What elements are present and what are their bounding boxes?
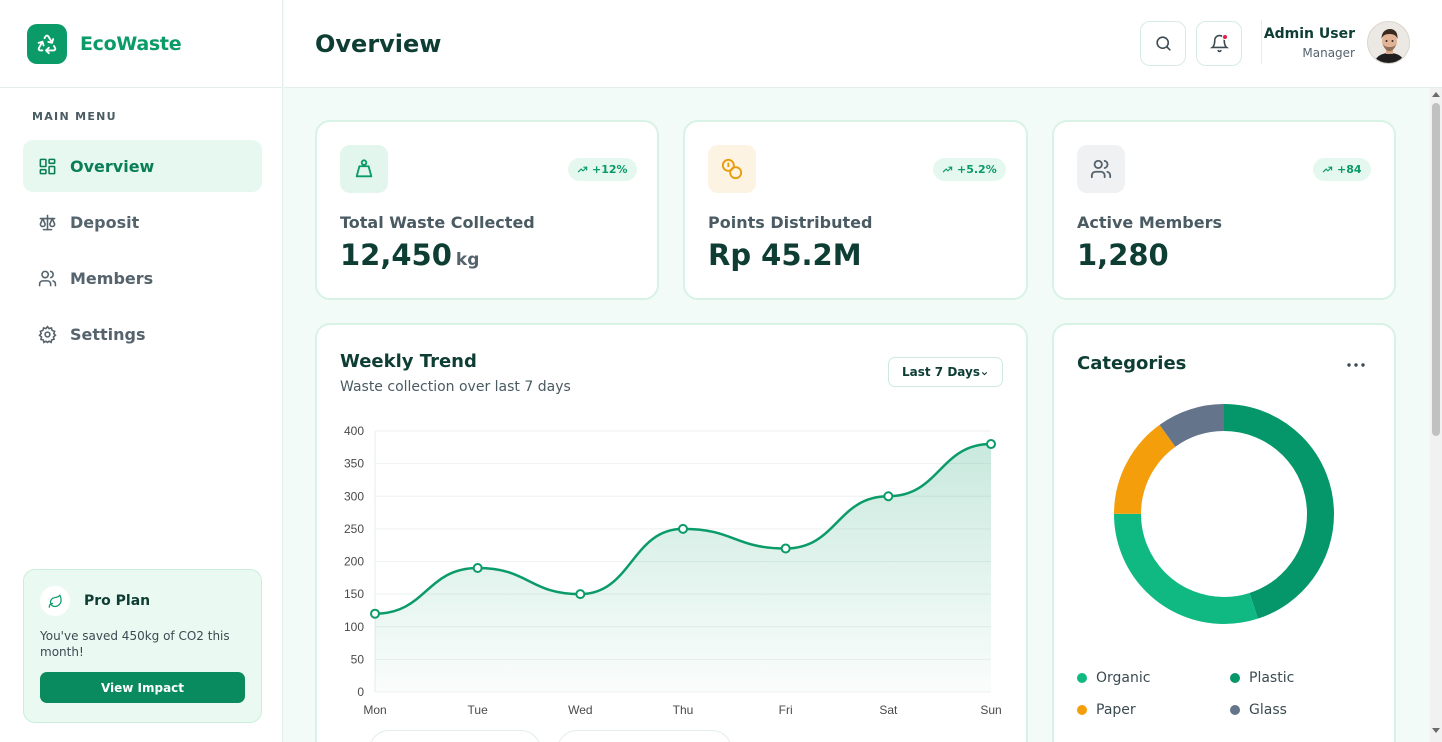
user-role: Manager: [1302, 46, 1355, 60]
x-tick-label: Mon: [363, 703, 386, 717]
data-point: [575, 589, 586, 600]
x-tick-label: Sat: [879, 703, 898, 717]
sidebar-item-deposit[interactable]: Deposit: [23, 196, 262, 248]
weight-bag-icon: [340, 145, 388, 193]
coins-icon: [708, 145, 756, 193]
scroll-up-arrow[interactable]: [1432, 92, 1440, 97]
scroll-down-arrow[interactable]: [1432, 728, 1440, 733]
donut-slice-glass: [1114, 404, 1334, 624]
trend-badge: +12%: [568, 158, 637, 181]
search-icon: [1155, 36, 1171, 51]
users-icon: [1077, 145, 1125, 193]
sidebar-item-label: Overview: [70, 156, 155, 176]
sidebar-item-label: Deposit: [70, 212, 140, 232]
data-point: [780, 543, 791, 554]
x-tick-label: Wed: [568, 703, 592, 717]
pro-plan-text: You've saved 450kg of CO2 this month!: [40, 629, 230, 659]
sidebar-item-overview[interactable]: Overview: [23, 140, 262, 192]
avatar[interactable]: [1367, 21, 1410, 64]
users-icon: [38, 270, 57, 286]
x-tick-label: Sun: [980, 703, 1001, 717]
search-button[interactable]: [1140, 21, 1186, 66]
pro-plan-card: Pro Plan You've saved 450kg of CO2 this …: [23, 569, 262, 723]
notifications-button[interactable]: [1196, 21, 1242, 66]
y-tick-label: 300: [344, 489, 364, 503]
categories-card: Categories Organic Plastic Paper Glass: [1052, 323, 1396, 742]
recycle-icon: [27, 23, 67, 64]
y-tick-label: 250: [344, 522, 364, 536]
brand-name: EcoWaste: [80, 32, 182, 55]
main-menu: Overview Deposit Members Settings: [23, 140, 262, 364]
page-title: Overview: [315, 30, 442, 58]
scrollbar[interactable]: [1430, 88, 1442, 742]
notification-dot: [1222, 34, 1228, 40]
menu-title: MAIN MENU: [32, 110, 117, 123]
area-fill: [375, 444, 991, 692]
x-tick-label: Tue: [468, 703, 489, 717]
sidebar-item-settings[interactable]: Settings: [23, 308, 262, 360]
bell-icon: [1209, 34, 1229, 53]
top-header: Overview Admin User Manager: [284, 0, 1442, 88]
y-tick-label: 0: [357, 685, 364, 699]
header-divider: [1261, 20, 1262, 64]
x-tick-label: Thu: [673, 703, 694, 717]
chart-toggle-pill[interactable]: [557, 730, 732, 742]
view-impact-button[interactable]: View Impact: [40, 672, 245, 703]
legend-item: Glass: [1230, 702, 1287, 718]
more-options-icon[interactable]: [1344, 357, 1368, 373]
y-tick-label: 50: [351, 652, 365, 666]
legend-item: Plastic: [1230, 670, 1294, 686]
leaf-icon: [40, 586, 70, 616]
data-point: [678, 523, 688, 534]
stat-card-members: +84 Active Members 1,280: [1052, 120, 1396, 300]
chevron-down-icon: [981, 371, 988, 376]
stat-value: 1,280: [1077, 238, 1169, 272]
weekly-trend-subtitle: Waste collection over last 7 days: [340, 379, 571, 395]
legend-item: Paper: [1077, 702, 1136, 718]
y-tick-label: 400: [344, 424, 364, 438]
stat-card-total-waste: +12% Total Waste Collected 12,450 kg: [315, 120, 659, 300]
grid-icon: [39, 158, 56, 174]
brand[interactable]: EcoWaste: [0, 0, 282, 88]
weekly-trend-chart: 0 50 100 150 200 250 300 350 400 Mon Tue Wed Thu Fri S…: [344, 424, 1002, 717]
y-tick-label: 100: [344, 620, 364, 634]
x-tick-label: Fri: [779, 703, 793, 717]
y-tick-label: 200: [344, 555, 364, 569]
user-name: Admin User: [1263, 26, 1355, 42]
stat-unit: kg: [455, 250, 480, 270]
y-tick-label: 350: [344, 457, 364, 471]
data-point: [986, 439, 996, 450]
sidebar-item-label: Members: [70, 268, 154, 288]
categories-donut-chart: [1114, 404, 1334, 624]
data-point: [472, 563, 483, 574]
pro-plan-title: Pro Plan: [84, 593, 151, 609]
scale-icon: [39, 214, 56, 230]
data-point: [883, 491, 894, 502]
sidebar-item-members[interactable]: Members: [23, 252, 262, 304]
donut-slice-organic: [1114, 404, 1334, 624]
stat-label: Total Waste Collected: [340, 213, 535, 232]
stat-label: Active Members: [1077, 213, 1223, 232]
trend-badge: +5.2%: [933, 158, 1006, 181]
gear-icon: [38, 324, 57, 344]
y-tick-label: 150: [344, 587, 364, 601]
weekly-trend-title: Weekly Trend: [340, 351, 477, 372]
scrollbar-thumb[interactable]: [1432, 103, 1440, 436]
data-point: [370, 608, 380, 619]
stat-value: 12,450 kg: [340, 238, 480, 272]
stat-card-points: +5.2% Points Distributed Rp 45.2M: [683, 120, 1028, 300]
chart-toggle-pill[interactable]: [369, 730, 541, 742]
stat-value: Rp 45.2M: [708, 238, 862, 272]
date-range-select[interactable]: Last 7 Days: [888, 357, 1003, 387]
sidebar-item-label: Settings: [70, 324, 146, 344]
legend-item: Organic: [1077, 670, 1150, 686]
categories-title: Categories: [1077, 353, 1187, 374]
sidebar: EcoWaste MAIN MENU Overview Deposit Memb…: [0, 0, 283, 742]
stat-label: Points Distributed: [708, 213, 873, 232]
weekly-trend-card: Weekly Trend Waste collection over last …: [315, 323, 1028, 742]
trend-badge: +84: [1313, 158, 1371, 181]
